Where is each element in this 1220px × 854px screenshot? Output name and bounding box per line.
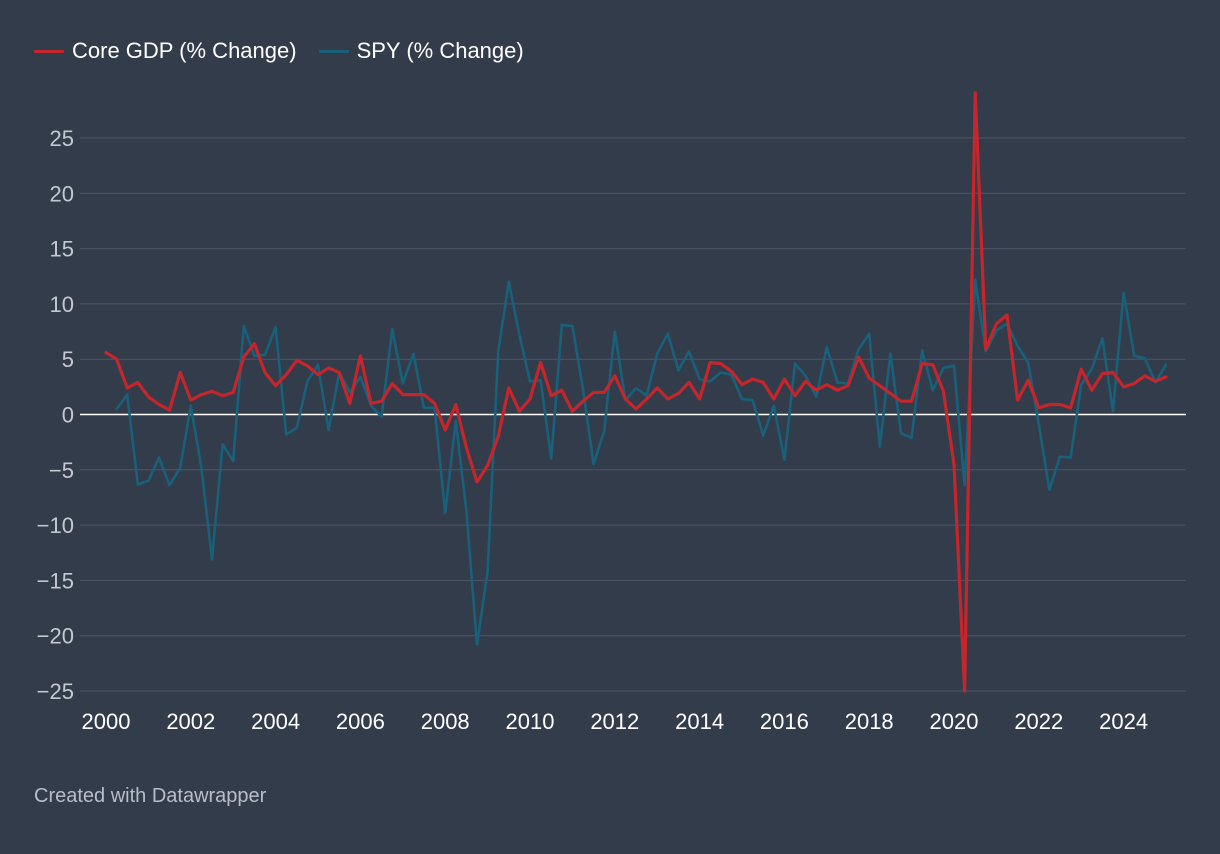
y-tick-label: −20 [37, 624, 74, 649]
x-tick-label: 2006 [336, 709, 385, 734]
y-tick-label: 25 [50, 126, 74, 151]
y-tick-label: 20 [50, 181, 74, 206]
y-tick-label: −25 [37, 679, 74, 704]
legend-item-core-gdp[interactable]: Core GDP (% Change) [34, 38, 297, 64]
x-tick-label: 2014 [675, 709, 724, 734]
legend-label-core-gdp: Core GDP (% Change) [72, 38, 297, 63]
x-tick-label: 2016 [760, 709, 809, 734]
x-tick-label: 2000 [82, 709, 131, 734]
y-tick-label: 10 [50, 292, 74, 317]
series-line-core-gdp[interactable] [104, 91, 1168, 693]
x-tick-label: 2008 [421, 709, 470, 734]
x-tick-label: 2020 [930, 709, 979, 734]
y-tick-label: 0 [62, 403, 74, 428]
legend-item-spy[interactable]: SPY (% Change) [318, 38, 524, 64]
x-tick-label: 2002 [166, 709, 215, 734]
x-tick-label: 2022 [1014, 709, 1063, 734]
legend-label-spy: SPY (% Change) [356, 38, 524, 63]
legend-swatch-core-gdp [34, 49, 64, 53]
y-tick-label: −5 [49, 458, 74, 483]
series-lines [104, 91, 1168, 693]
y-tick-label: −15 [37, 568, 74, 593]
legend: Core GDP (% Change) SPY (% Change) [34, 38, 524, 64]
y-axis-ticks: 25 20 15 10 5 0 −5 −10 −15 −20 −25 [37, 126, 74, 704]
grid-lines [80, 137, 1186, 692]
y-tick-label: 5 [62, 347, 74, 372]
x-axis-ticks: 2000 2002 2004 2006 2008 2010 2012 2014 2016 2018… [82, 709, 1149, 734]
series-line-spy[interactable] [115, 278, 1168, 646]
x-tick-label: 2004 [251, 709, 300, 734]
x-tick-label: 2012 [590, 709, 639, 734]
x-tick-label: 2024 [1099, 709, 1148, 734]
legend-swatch-spy [318, 49, 349, 53]
footer-credit: Created with Datawrapper [34, 785, 267, 807]
x-tick-label: 2018 [845, 709, 894, 734]
y-tick-label: −10 [37, 513, 74, 538]
y-tick-label: 15 [50, 237, 74, 262]
x-tick-label: 2010 [506, 709, 555, 734]
